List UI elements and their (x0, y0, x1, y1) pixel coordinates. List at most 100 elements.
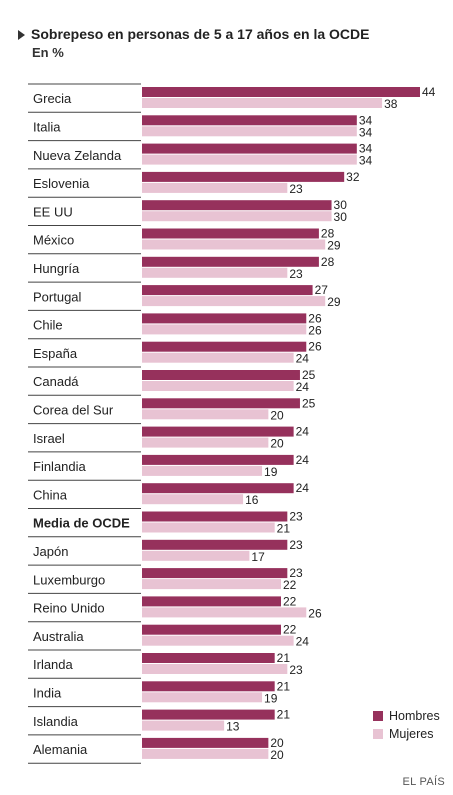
bar-mujeres (142, 296, 326, 307)
category-label: Alemania (33, 742, 88, 757)
category-label: España (33, 346, 78, 361)
value-label-hombres: 23 (289, 566, 303, 580)
bar-mujeres (142, 607, 307, 618)
bar-hombres (142, 624, 281, 635)
bar-mujeres (142, 352, 294, 363)
bar-mujeres (142, 692, 263, 703)
bar-mujeres (142, 154, 357, 165)
legend-label-hombres: Hombres (389, 709, 440, 723)
bar-hombres (142, 568, 288, 579)
bar-hombres (142, 370, 300, 380)
bar-mujeres (142, 267, 288, 278)
value-label-hombres: 34 (359, 142, 373, 156)
bar-hombres (142, 87, 420, 97)
bar-mujeres (142, 381, 294, 391)
bar-mujeres (142, 522, 275, 533)
category-label: Nueva Zelanda (33, 148, 122, 163)
bar-hombres (142, 228, 319, 239)
bar-hombres (142, 426, 294, 437)
bar-mujeres (142, 635, 294, 646)
category-label: Finlandia (33, 459, 87, 474)
bar-mujeres (142, 437, 269, 448)
value-label-mujeres: 20 (270, 437, 284, 451)
value-label-hombres: 28 (321, 255, 335, 269)
bar-hombres (142, 171, 345, 182)
bar-mujeres (142, 409, 269, 420)
value-label-mujeres: 16 (245, 493, 259, 507)
bar-mujeres (142, 98, 383, 108)
title-block: Sobrepeso en personas de 5 a 17 años en … (18, 26, 369, 60)
category-label: Media de OCDE (33, 516, 130, 531)
value-label-mujeres: 19 (264, 691, 278, 705)
bar-mujeres (142, 182, 288, 193)
value-label-hombres: 27 (315, 283, 329, 297)
category-label: China (33, 487, 68, 502)
value-label-hombres: 22 (283, 594, 297, 608)
value-label-mujeres: 34 (359, 125, 373, 139)
value-label-mujeres: 24 (296, 380, 310, 394)
value-label-hombres: 28 (321, 227, 335, 241)
value-label-mujeres: 38 (384, 97, 398, 111)
bar-mujeres (142, 324, 307, 335)
value-label-hombres: 24 (296, 425, 310, 439)
bar-mujeres (142, 239, 326, 250)
category-label: Irlanda (33, 657, 74, 672)
value-label-hombres: 24 (296, 453, 310, 467)
category-label: Grecia (33, 91, 72, 106)
bar-hombres (142, 653, 275, 663)
value-label-mujeres: 13 (226, 720, 240, 734)
value-label-hombres: 23 (289, 510, 303, 524)
value-label-mujeres: 20 (270, 748, 284, 762)
category-label: Islandia (33, 714, 79, 729)
value-label-mujeres: 30 (334, 210, 348, 224)
value-label-hombres: 21 (277, 651, 291, 665)
bar-hombres (142, 454, 294, 465)
value-label-hombres: 20 (270, 736, 284, 750)
value-label-mujeres: 29 (327, 295, 341, 309)
value-label-mujeres: 26 (308, 323, 322, 337)
legend-label-mujeres: Mujeres (389, 727, 434, 741)
value-label-mujeres: 19 (264, 465, 278, 479)
legend-item-mujeres: Mujeres (373, 725, 440, 743)
category-label: Hungría (33, 261, 80, 276)
category-label: India (33, 685, 62, 700)
value-label-hombres: 23 (289, 538, 303, 552)
category-label: Luxemburgo (33, 572, 105, 587)
value-label-hombres: 26 (308, 311, 322, 325)
category-label: Italia (33, 119, 61, 134)
value-label-hombres: 22 (283, 623, 297, 637)
value-label-mujeres: 24 (296, 635, 310, 649)
value-label-mujeres: 29 (327, 239, 341, 253)
chart-title: Sobrepeso en personas de 5 a 17 años en … (31, 26, 370, 42)
bar-hombres (142, 341, 307, 352)
category-label: Japón (33, 544, 68, 559)
value-label-hombres: 32 (346, 170, 360, 184)
bar-mujeres (142, 550, 250, 561)
value-label-mujeres: 34 (359, 154, 373, 168)
value-label-mujeres: 23 (289, 663, 303, 677)
value-label-mujeres: 20 (270, 408, 284, 422)
chart-subtitle: En % (32, 45, 64, 60)
bar-mujeres (142, 494, 244, 505)
bar-mujeres (142, 579, 281, 590)
source-credit: EL PAÍS (402, 776, 445, 788)
bar-hombres (142, 143, 357, 154)
value-label-hombres: 26 (308, 340, 322, 354)
bar-hombres (142, 200, 332, 211)
legend: Hombres Mujeres (373, 707, 440, 743)
value-label-mujeres: 23 (289, 182, 303, 196)
category-label: Canadá (33, 374, 79, 389)
bar-mujeres (142, 465, 263, 476)
value-label-mujeres: 21 (277, 522, 291, 536)
category-label: Reino Unido (33, 601, 105, 616)
category-label: EE UU (33, 204, 73, 219)
bar-hombres (142, 596, 281, 607)
legend-swatch-hombres (373, 711, 383, 721)
value-label-hombres: 34 (359, 113, 373, 127)
bar-hombres (142, 539, 288, 550)
legend-item-hombres: Hombres (373, 707, 440, 725)
bar-hombres (142, 681, 275, 692)
bar-hombres (142, 398, 300, 409)
category-label: Portugal (33, 289, 82, 304)
